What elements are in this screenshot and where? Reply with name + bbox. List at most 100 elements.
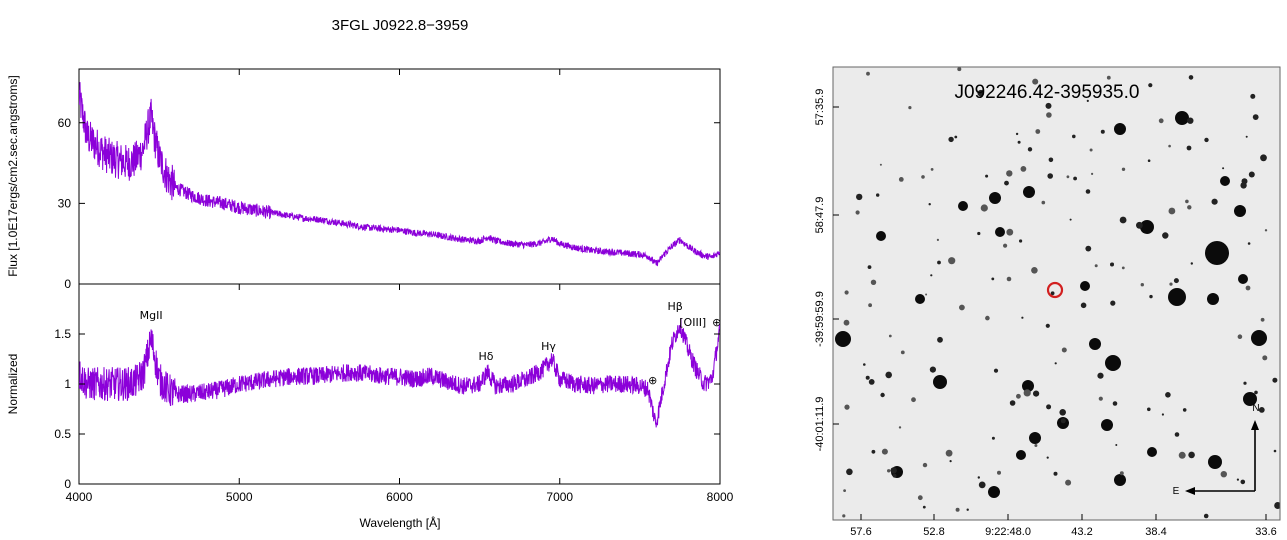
star [1023,186,1035,198]
star [959,304,965,311]
star [1121,266,1125,270]
star [925,293,928,296]
star [865,375,870,380]
star [977,476,980,479]
star [1022,380,1034,392]
star [1073,176,1077,181]
star [1006,276,1012,282]
star [888,334,892,338]
line-annotation: ⊕ [648,374,657,387]
star [948,257,956,265]
star [1203,513,1209,519]
star [1148,83,1153,88]
dec-tick-label: 58:47.9 [814,197,826,234]
star [1046,404,1052,410]
star [1080,281,1090,291]
star [1147,407,1151,412]
normalized-series-line [79,318,720,428]
star [1041,200,1046,205]
star [1165,392,1171,398]
star [1097,372,1104,379]
star [1252,114,1259,120]
star [1019,239,1023,243]
star [1173,278,1179,284]
star [1065,479,1072,486]
x-tick-label: 5000 [226,490,253,504]
star [844,290,849,295]
star [1245,135,1248,138]
compass-east-arrowhead [1185,487,1195,495]
star [922,462,928,468]
star [1243,392,1257,406]
star [890,467,897,474]
star [1033,390,1040,397]
line-annotation: [OIII] [679,316,706,329]
normalized-y-axis-label: Normalized [6,354,20,415]
star [1066,175,1070,179]
star [995,227,1005,237]
star [1182,408,1187,412]
star [1069,218,1072,221]
normalized-panel: 0 0.5 1 1.5 MgII Hδ Hγ ⊕ Hβ [OIII] ⊕ Normalized [6,283,721,491]
star [966,508,969,511]
star [915,294,925,304]
star [922,505,926,509]
star [1114,474,1126,486]
star [863,363,866,366]
star [980,204,988,212]
star [843,489,846,492]
star [867,265,872,269]
star [1053,471,1058,476]
star [954,135,958,139]
star [871,449,876,454]
star [1205,241,1229,265]
flux-y-ticks: 0 30 60 [58,116,720,291]
line-annotation: MgII [140,309,163,322]
star [930,168,934,171]
star [1149,294,1153,299]
star [879,163,882,166]
star [977,231,981,236]
flux-y-tick-label: 0 [64,277,71,291]
star [1029,432,1041,444]
star [917,495,923,501]
star [908,106,912,110]
star [1208,455,1222,469]
star [1161,413,1164,416]
x-tick-label: 8000 [707,490,734,504]
star [1046,456,1049,459]
star [1245,285,1251,291]
compass-east-label: E [1173,486,1180,497]
star [1089,148,1093,152]
star [1101,419,1113,431]
star [1047,173,1053,179]
star [866,71,870,76]
star [1072,134,1076,139]
star [1250,93,1256,99]
star [1119,216,1127,224]
star [870,279,877,285]
star [885,371,892,379]
flux-y-tick-label: 30 [58,196,72,210]
star [930,274,933,277]
star [1105,355,1121,371]
star [949,460,952,463]
star [898,426,902,429]
star [1238,274,1248,284]
star [991,436,995,440]
star [876,193,880,197]
ra-tick-label: 38.4 [1145,526,1166,538]
star [1098,396,1103,401]
star [1222,167,1225,170]
star [1023,389,1031,397]
compass: N E [1173,403,1260,497]
star [1243,381,1247,385]
star [1240,479,1246,485]
flux-series-line [79,82,720,267]
star [1251,330,1267,346]
star [1059,409,1066,416]
star [1016,393,1021,399]
star [1234,205,1246,217]
star [1175,111,1189,125]
